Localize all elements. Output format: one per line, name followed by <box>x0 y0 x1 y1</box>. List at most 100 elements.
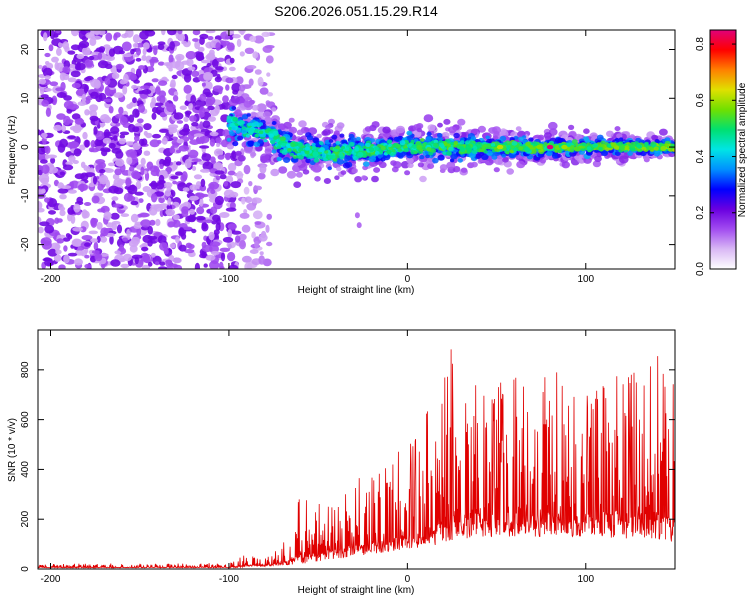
noise-blob <box>118 138 127 145</box>
signal-blob <box>369 138 376 143</box>
signal-blob <box>278 166 288 174</box>
noise-blob <box>178 227 185 237</box>
noise-blob <box>108 48 116 57</box>
noise-blob <box>205 96 216 105</box>
noise-blob <box>227 229 233 238</box>
spectrogram-y-tick-label: -20 <box>20 237 31 252</box>
signal-blob <box>339 133 345 138</box>
colorbar-tick-label: 0.0 <box>695 262 706 276</box>
noise-blob <box>116 224 123 234</box>
signal-blob <box>228 129 234 134</box>
noise-blob <box>169 147 176 154</box>
noise-blob <box>38 64 43 69</box>
signal-blob <box>292 148 297 152</box>
noise-blob <box>90 238 98 243</box>
noise-blob <box>177 30 183 35</box>
signal-blob <box>513 135 519 140</box>
noise-blob <box>133 223 142 229</box>
signal-blob <box>394 143 400 148</box>
noise-blob <box>243 209 248 214</box>
noise-blob <box>56 92 67 98</box>
noise-blob <box>199 145 210 149</box>
noise-blob <box>253 185 262 191</box>
signal-blob <box>387 143 392 147</box>
noise-blob <box>225 207 237 212</box>
noise-blob <box>84 139 90 148</box>
signal-blob <box>333 130 340 136</box>
noise-blob <box>181 40 188 45</box>
noise-blob <box>150 180 158 190</box>
noise-blob <box>218 87 223 95</box>
signal-blob <box>430 148 437 153</box>
noise-blob <box>254 69 262 75</box>
noise-blob <box>203 263 208 268</box>
noise-blob <box>230 181 242 189</box>
noise-blob <box>204 219 213 224</box>
noise-blob <box>103 129 110 139</box>
noise-blob <box>175 171 183 176</box>
signal-blob <box>404 170 411 176</box>
noise-blob <box>195 215 206 221</box>
noise-blob <box>165 103 173 108</box>
noise-blob <box>145 132 153 139</box>
noise-blob <box>141 89 152 95</box>
noise-blob <box>205 30 216 34</box>
noise-blob <box>249 35 257 42</box>
noise-blob <box>265 224 270 233</box>
noise-blob <box>103 211 112 220</box>
noise-blob <box>182 226 193 231</box>
signal-blob <box>480 148 485 153</box>
signal-blob <box>597 134 604 140</box>
signal-blob <box>457 158 463 163</box>
snr-x-tick-label: 0 <box>405 574 411 585</box>
noise-blob <box>241 224 251 233</box>
noise-blob <box>147 239 153 247</box>
signal-blob <box>345 147 350 151</box>
signal-blob <box>382 126 391 134</box>
noise-blob <box>175 161 182 166</box>
signal-blob <box>271 149 277 154</box>
noise-blob <box>72 227 83 232</box>
noise-blob <box>145 66 155 73</box>
noise-blob <box>165 259 173 268</box>
noise-blob <box>123 73 129 84</box>
signal-blob <box>493 167 500 173</box>
noise-blob <box>115 150 124 159</box>
noise-blob <box>199 168 211 173</box>
noise-blob <box>40 159 48 164</box>
noise-blob <box>150 58 155 68</box>
noise-blob <box>157 235 167 244</box>
signal-blob <box>304 150 310 155</box>
noise-blob <box>226 241 236 249</box>
noise-blob <box>38 146 47 155</box>
noise-blob <box>231 230 242 235</box>
signal-blob <box>606 130 614 137</box>
noise-blob <box>128 114 135 123</box>
spectrogram-x-tick-label: 0 <box>405 274 411 285</box>
noise-blob <box>257 172 266 180</box>
noise-blob <box>70 215 76 224</box>
signal-blob <box>276 145 282 150</box>
noise-blob <box>134 191 144 196</box>
snr-x-tick-label: -200 <box>40 574 60 585</box>
noise-blob <box>227 223 237 230</box>
noise-blob <box>54 62 60 70</box>
signal-blob <box>465 144 471 150</box>
signal-blob <box>328 118 335 125</box>
signal-blob <box>245 134 250 138</box>
noise-blob <box>173 214 180 221</box>
signal-blob <box>502 157 509 163</box>
signal-blob <box>537 134 545 141</box>
noise-blob <box>191 228 197 234</box>
noise-blob <box>84 247 89 254</box>
noise-blob <box>205 254 216 261</box>
noise-blob <box>171 74 178 80</box>
noise-blob <box>138 104 146 113</box>
noise-blob <box>239 212 250 219</box>
signal-blob <box>400 161 410 169</box>
signal-blob <box>265 102 272 108</box>
colorbar-ticks: 0.0 0.2 0.4 0.6 0.8 <box>695 37 736 276</box>
noise-blob <box>102 137 112 144</box>
noise-blob <box>159 112 166 118</box>
noise-blob <box>254 221 262 225</box>
